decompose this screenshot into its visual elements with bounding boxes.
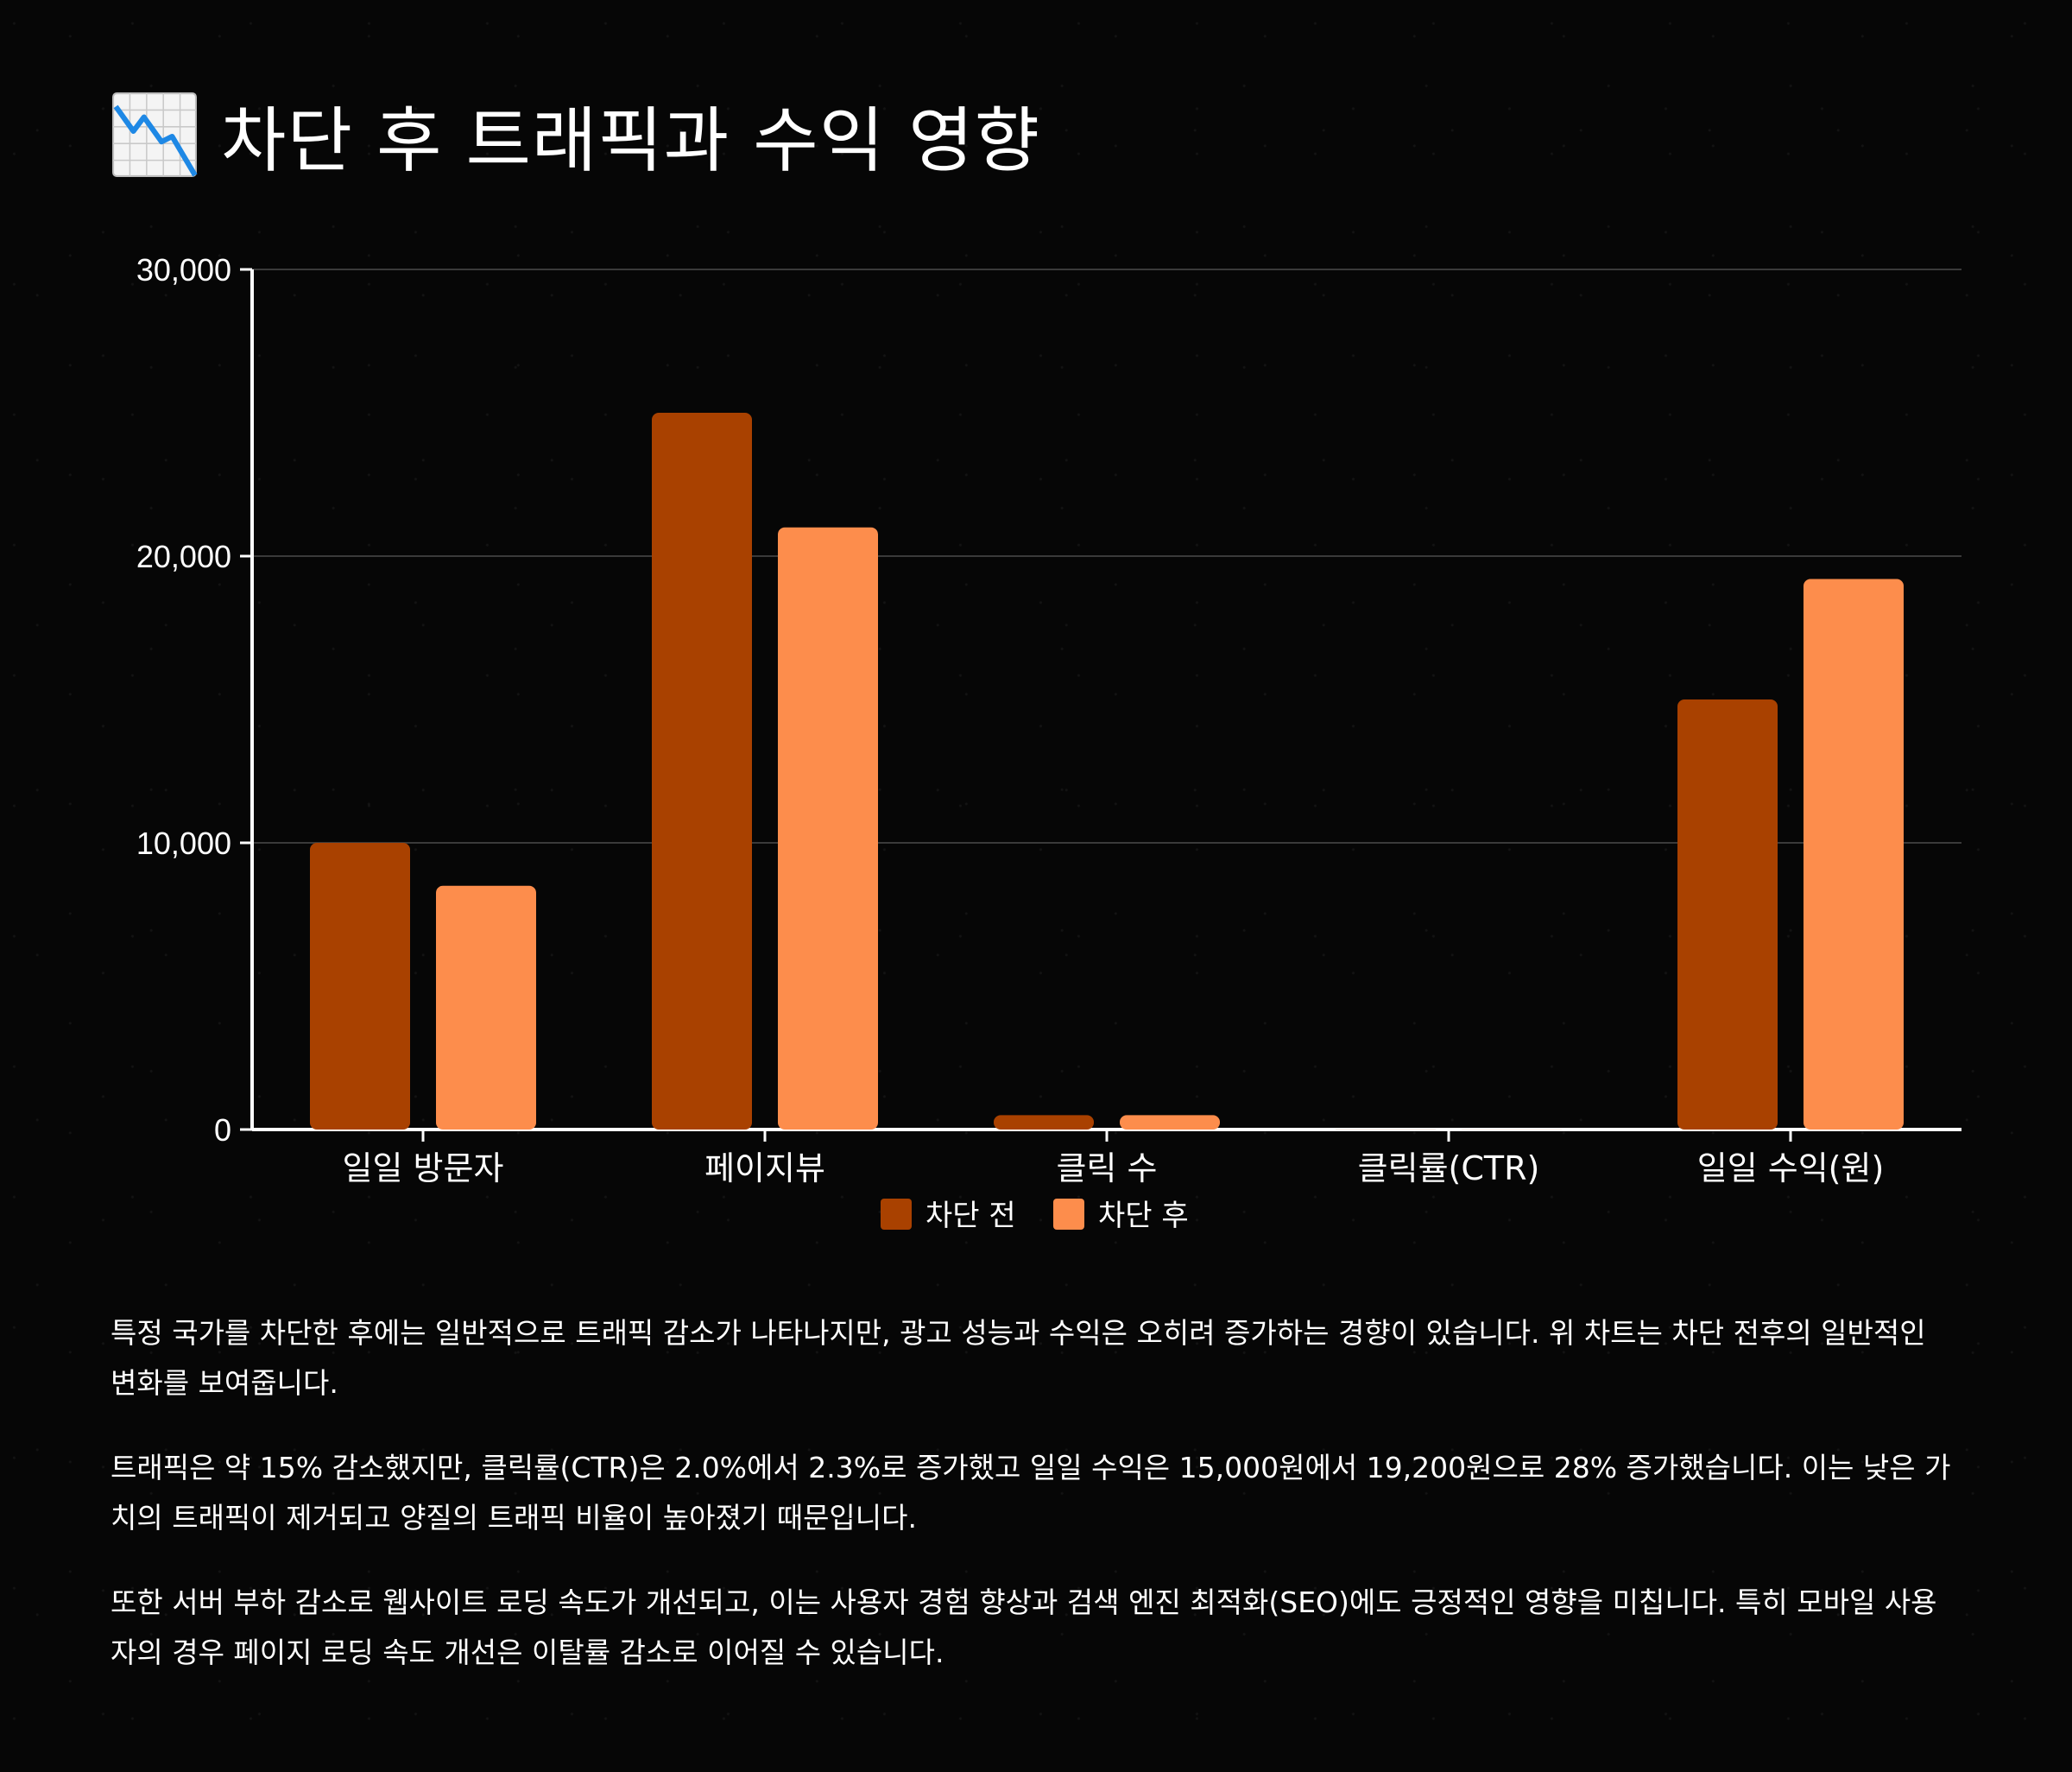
- legend-label: 차단 후: [1098, 1199, 1189, 1233]
- bar-after: [1804, 579, 1904, 1130]
- title-row: 차단 후 트래픽과 수익 영향: [111, 83, 1040, 186]
- paragraph: 특정 국가를 차단한 후에는 일반적으로 트래픽 감소가 나타나지만, 광고 성…: [111, 1316, 1926, 1400]
- legend-label: 차단 전: [925, 1199, 1016, 1233]
- y-tick-label: 0: [214, 1112, 231, 1148]
- bar-before: [652, 413, 752, 1130]
- legend-swatch: [1053, 1199, 1084, 1230]
- x-tick-label: 클릭률(CTR): [1358, 1149, 1540, 1187]
- bar-before: [310, 843, 410, 1130]
- paragraph: 또한 서버 부하 감소로 웹사이트 로딩 속도가 개선되고, 이는 사용자 경험…: [111, 1585, 1937, 1669]
- x-tick-label: 일일 수익(원): [1697, 1149, 1885, 1187]
- x-tick-label: 클릭 수: [1057, 1149, 1158, 1187]
- page-title: 차단 후 트래픽과 수익 영향: [221, 100, 1041, 182]
- bar-before: [994, 1115, 1094, 1130]
- description: 특정 국가를 차단한 후에는 일반적으로 트래픽 감소가 나타나지만, 광고 성…: [111, 1308, 1958, 1712]
- bar-after: [436, 885, 536, 1130]
- y-tick-label: 30,000: [136, 252, 231, 288]
- x-tick-label: 일일 방문자: [343, 1149, 504, 1187]
- y-tick-label: 10,000: [136, 826, 231, 861]
- bar-after: [1120, 1115, 1220, 1130]
- paragraph: 트래픽은 약 15% 감소했지만, 클릭률(CTR)은 2.0%에서 2.3%로…: [111, 1451, 1951, 1535]
- y-tick-label: 20,000: [136, 539, 231, 574]
- chart: 0 10,000 20,000 30,000 일일 방문자 페이지뷰 클릭 수 클릭률(CTR…: [0, 233, 2072, 1244]
- bar-before: [1677, 699, 1778, 1130]
- bar-after: [778, 527, 878, 1130]
- bar-chart-svg: 0 10,000 20,000 30,000 일일 방문자 페이지뷰 클릭 수 클릭률(CTR…: [136, 252, 1961, 1233]
- chart-decreasing-icon: [112, 92, 198, 177]
- legend-swatch: [881, 1199, 912, 1230]
- x-tick-label: 페이지뷰: [704, 1149, 825, 1187]
